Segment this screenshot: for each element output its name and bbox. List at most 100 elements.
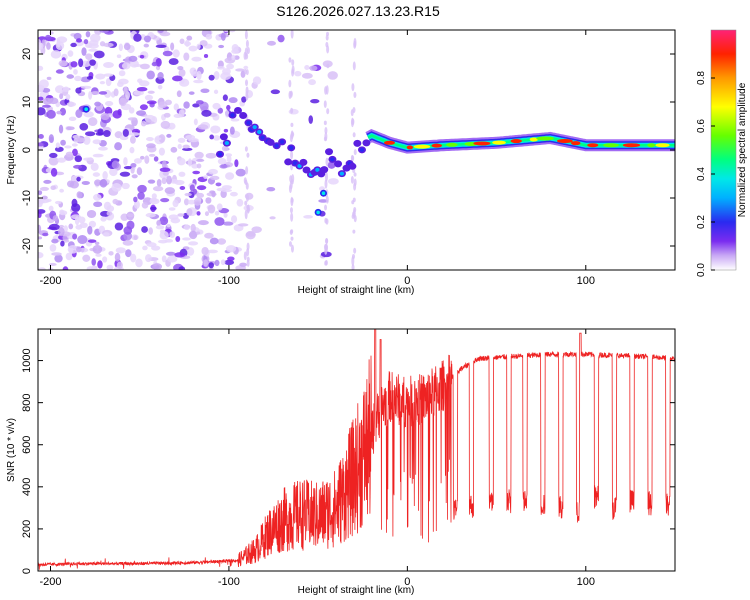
spectrogram-noise-blob (205, 152, 217, 159)
spectrogram-streak-blob (351, 200, 355, 205)
spectrogram-noise-blob (83, 39, 89, 45)
spectrogram-noise-blob (226, 63, 235, 70)
spectrogram-streak-blob (353, 178, 357, 187)
spectrogram-noise-blob (46, 42, 51, 50)
spectrogram-noise-blob (143, 35, 152, 43)
spectrogram-hotspot (556, 138, 573, 143)
spectrogram-noise-blob (88, 90, 93, 100)
spectrogram-noise-blob (192, 170, 201, 175)
spectrogram-noise-blob (166, 133, 172, 138)
spectrogram-noise-blob (75, 87, 82, 94)
spectrogram-noise-blob (159, 31, 171, 37)
colorbar: 0.0 0.2 0.4 0.6 0.8 Normalized spectral ampl… (696, 29, 748, 277)
spectrogram-noise-blob (168, 58, 179, 66)
spectrogram-noise-blob (270, 89, 281, 95)
spectrogram-noise-blob (158, 101, 168, 109)
spectrogram-fragment-core (260, 135, 265, 140)
spectrogram-streak-blob (350, 109, 354, 117)
spectrogram-noise-blob (81, 180, 90, 185)
spectrogram-noise-blob (142, 245, 148, 251)
spectrogram-fragment (219, 133, 228, 141)
spectrogram-x-tick-label: 0 (404, 275, 410, 287)
spectrogram-noise-blob (177, 213, 185, 217)
spectrogram-noise-blob (88, 48, 98, 52)
spectrogram-noise-blob (173, 103, 180, 111)
spectrogram-streak-blob (246, 259, 250, 267)
spectrogram-fragment (266, 138, 275, 146)
spectrogram-noise-blob (56, 110, 62, 115)
spectrogram-streak-blob (323, 120, 327, 126)
snr-y-tick-label: 400 (21, 478, 33, 496)
spectrogram-noise-blob (89, 59, 96, 66)
spectrogram-noise-blob (102, 130, 111, 138)
spectrogram-noise-blob (137, 184, 147, 193)
spectrogram-noise-blob (193, 118, 198, 126)
spectrogram-noise-blob (113, 267, 119, 270)
spectrogram-noise-blob (88, 117, 98, 127)
spectrogram-noise-blob (203, 175, 208, 180)
spectrogram-streak-blob (325, 41, 329, 48)
spectrogram-noise-blob (127, 117, 137, 121)
spectrogram-noise-blob (318, 199, 329, 203)
spectrogram-noise-blob (196, 231, 201, 235)
spectrogram-noise-blob (69, 180, 80, 189)
spectrogram-noise-blob (205, 197, 212, 204)
spectrogram-noise-blob (231, 54, 236, 61)
spectrogram-noise-blob (182, 144, 190, 149)
spectrogram-noise-blob (102, 232, 110, 237)
spectrogram-noise-blob (78, 58, 84, 68)
spectrogram-noise-blob (85, 53, 93, 60)
snr-x-tick-label: -200 (39, 576, 61, 588)
spectrogram-noise-blob (60, 139, 66, 146)
spectrogram-noise-blob (139, 54, 145, 59)
spectrogram-noise-blob (114, 222, 124, 231)
spectrogram-streak-blob (326, 63, 330, 69)
spectrogram-hotspot (570, 141, 581, 146)
spectrogram-noise-blob (66, 74, 75, 79)
colorbar-tick-label: 0.0 (696, 263, 707, 277)
spectrogram-fragment (334, 160, 343, 168)
spectrogram-noise-blob (212, 135, 221, 141)
spectrogram-noise-blob (203, 53, 209, 58)
spectrogram-streak-blob (324, 132, 328, 142)
spectrogram-noise-blob (70, 42, 77, 48)
spectrogram-noise-blob (99, 179, 108, 188)
spectrogram-noise-blob (183, 224, 191, 231)
colorbar-ticks: 0.0 0.2 0.4 0.6 0.8 (696, 71, 715, 277)
spectrogram-noise-blob (141, 202, 149, 209)
snr-y-ticks: 0 200 400 600 800 1000 (21, 348, 675, 574)
spectrogram-noise-blob (38, 211, 42, 218)
spectrogram-noise-blob (146, 242, 157, 247)
spectrogram-noise-blob (196, 43, 201, 50)
spectrogram-noise-blob (123, 86, 128, 95)
spectrogram-noise-blob (94, 179, 102, 186)
spectrogram-noise-blob (68, 116, 77, 121)
spectrogram-fragment-core (230, 113, 235, 118)
spectrogram-noise-blob (104, 101, 114, 107)
spectrogram-hotspot (536, 136, 554, 141)
spectrogram-streak-blob (288, 90, 292, 100)
spectrogram-noise-blob (133, 90, 145, 96)
spectrogram-noise-blob (92, 244, 103, 254)
spectrogram-hotspot (492, 140, 506, 145)
spectrogram-streak-blob (290, 244, 294, 253)
spectrogram-fragment-core (257, 130, 262, 135)
spectrogram-noise-blob (189, 184, 195, 192)
spectrogram-noise-blob (116, 54, 122, 59)
spectrogram-streak-blob (324, 127, 328, 134)
colorbar-frame (710, 29, 737, 271)
spectrogram-noise-blob (123, 43, 131, 51)
spectrogram-streak-blob (353, 214, 357, 223)
spectrogram-noise-blob (146, 137, 154, 142)
spectrogram-hotspot (647, 143, 656, 148)
spectrogram-noise-blob (215, 182, 222, 187)
spectrogram-noise-blob (228, 97, 238, 104)
spectrogram-noise-blob (129, 146, 135, 154)
spectrogram-streak-blob (289, 133, 293, 143)
spectrogram-noise-blob (155, 225, 165, 230)
spectrogram-noise-blob (214, 217, 225, 226)
spectrogram-noise-blob (176, 90, 182, 98)
spectrogram-noise-blob (50, 185, 56, 190)
spectrogram-noise-blob (159, 216, 169, 226)
spectrogram-noise-blob (48, 223, 60, 231)
